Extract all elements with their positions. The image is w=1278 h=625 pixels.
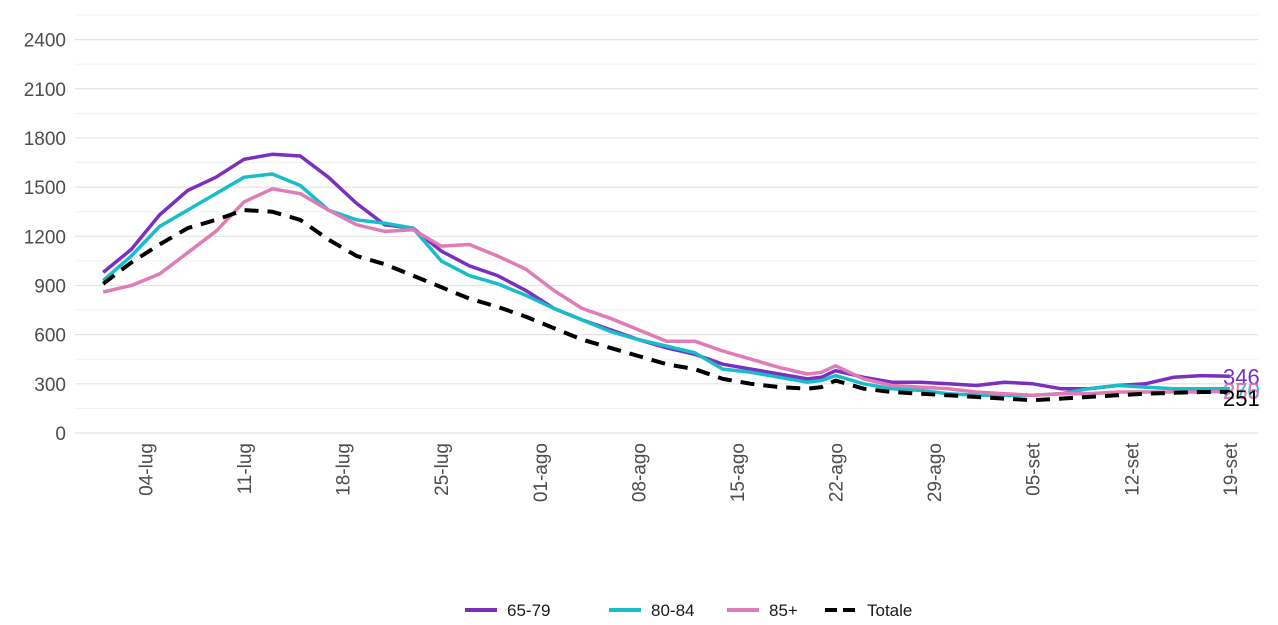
x-tick-label: 29-ago: [925, 443, 946, 502]
series-line-80-84: [102, 172, 1230, 398]
x-axis-tick-labels: 04-lug 11-lug 18-lug 25-lug 01-ago 08-ago 15-a…: [136, 442, 1241, 502]
x-tick-label: 22-ago: [827, 443, 848, 502]
grid-layer: [75, 14, 1258, 434]
y-tick-label: 1200: [24, 227, 66, 248]
x-tick-label: 04-lug: [136, 443, 157, 496]
series-line-85: [102, 187, 1230, 398]
y-tick-label: 2400: [24, 31, 66, 52]
x-tick-label: 05-set: [1024, 442, 1045, 496]
x-tick-label: 08-ago: [629, 443, 650, 502]
y-tick-label: 1800: [24, 129, 66, 150]
x-tick-label: 11-lug: [235, 443, 256, 494]
y-tick-label: 600: [34, 326, 66, 347]
end-label-85: 255: [1223, 379, 1260, 404]
legend: 65-79 80-84 85+ Totale: [465, 601, 912, 620]
legend-label-65-79: 65-79: [507, 601, 550, 620]
end-label-totale: 251: [1223, 386, 1260, 411]
x-tick-label: 12-set: [1122, 442, 1143, 496]
legend-label-85: 85+: [769, 601, 798, 620]
y-tick-label: 900: [34, 276, 66, 297]
y-tick-label: 0: [55, 424, 66, 445]
series-line-totale: [101, 208, 1230, 403]
x-tick-label: 15-ago: [728, 443, 749, 502]
series-lines: [101, 152, 1230, 403]
x-tick-label: 18-lug: [334, 443, 355, 496]
y-axis-tick-labels: 0 300 600 900 1200 1500 1800 2100 2400: [24, 31, 66, 445]
x-tick-label: 25-lug: [432, 443, 453, 496]
x-tick-label: 19-set: [1221, 442, 1242, 496]
y-tick-label: 300: [34, 375, 66, 396]
y-tick-label: 2100: [24, 80, 66, 101]
legend-label-totale: Totale: [867, 601, 912, 620]
y-tick-label: 1500: [24, 178, 66, 199]
end-label-65-79: 346: [1223, 364, 1260, 389]
end-label-80-84: 270: [1223, 379, 1260, 404]
x-tick-label: 01-ago: [531, 443, 552, 502]
legend-label-80-84: 80-84: [651, 601, 694, 620]
